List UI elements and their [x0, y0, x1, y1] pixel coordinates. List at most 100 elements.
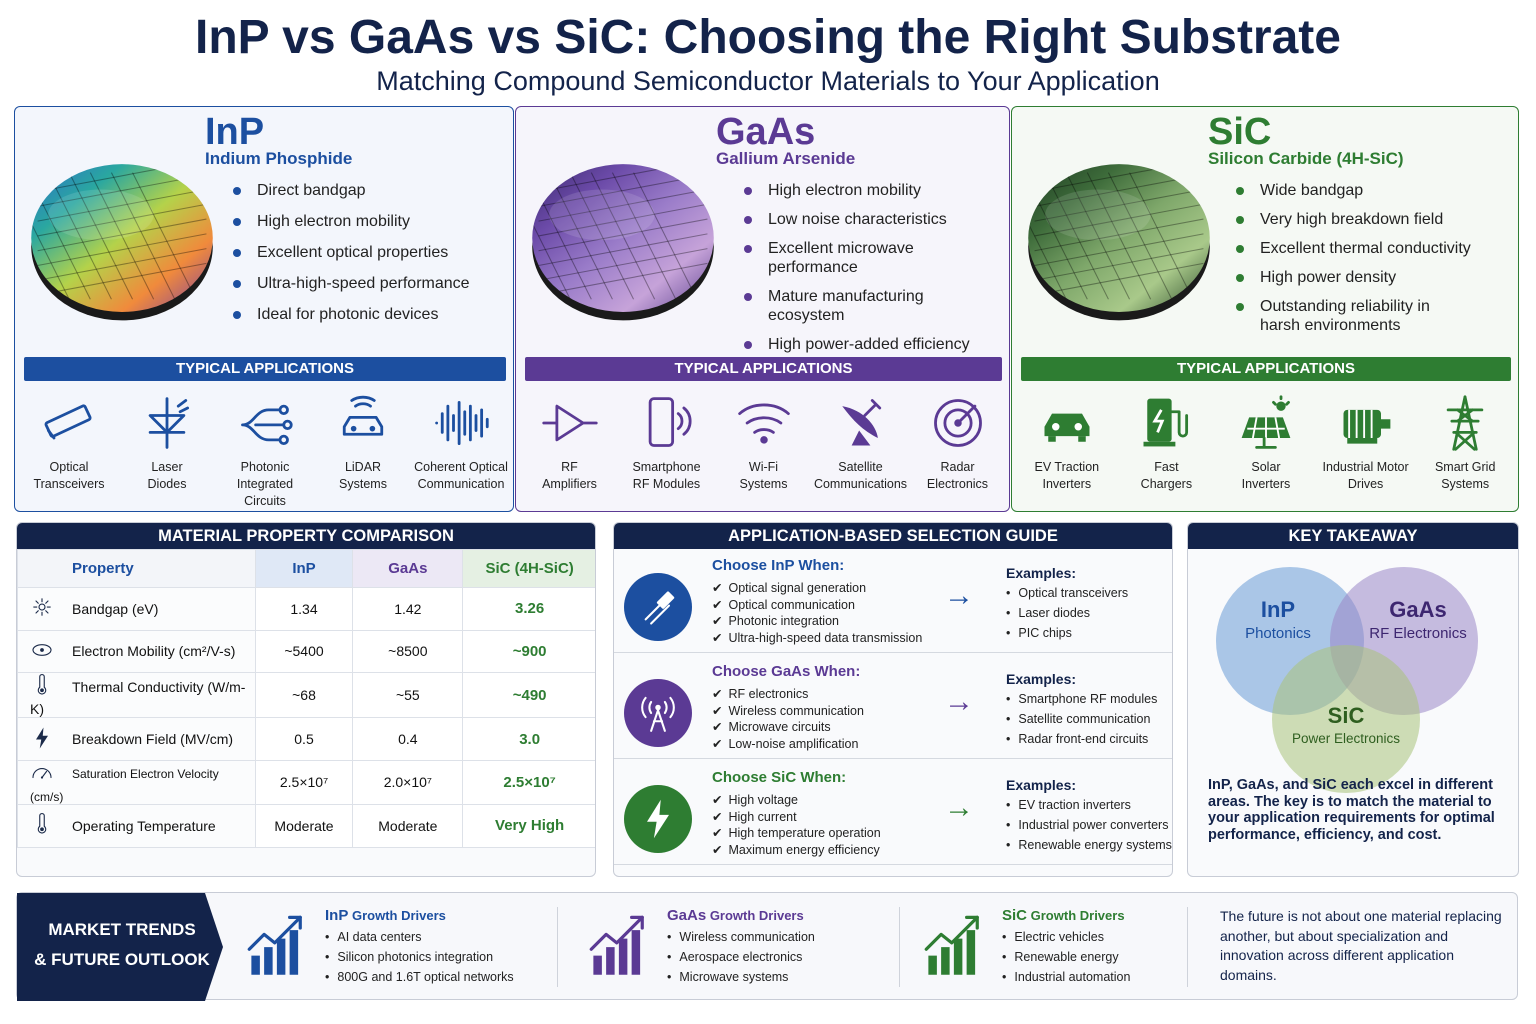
table-row: Breakdown Field (MV/cm) 0.5 0.4 3.0 [17, 717, 595, 761]
examples-label: Examples: [1006, 565, 1077, 581]
application-item: Optical Transceivers [20, 393, 118, 493]
material-name: Gallium Arsenide [716, 149, 856, 168]
inp-value: Moderate [254, 804, 354, 848]
feature-item: Ideal for photonic devices [231, 305, 470, 324]
amplifier-icon [541, 404, 598, 442]
feature-item: High power-added efficiency [742, 335, 970, 354]
panel-gaas: GaAs Gallium Arsenide High electron mobili… [515, 106, 1010, 512]
wafer-image [1028, 164, 1210, 321]
feature-item: Direct bandgap [231, 181, 470, 200]
example-item: Radar front-end circuits [1006, 729, 1157, 749]
pic-icon [241, 404, 293, 446]
sic-value: 3.0 [462, 717, 595, 761]
guide-icon-badge [624, 573, 692, 641]
divider [1187, 907, 1188, 987]
property-name: Thermal Conductivity (W/m-K) [30, 678, 246, 718]
application-item: LiDAR Systems [314, 393, 412, 493]
sic-value: 3.26 [462, 587, 595, 631]
growth-chart-icon [589, 915, 644, 975]
application-item: Smartphone RF Modules [618, 393, 715, 493]
panel-sic: SiC Silicon Carbide (4H-SiC) Wide bandgap V… [1011, 106, 1519, 512]
sic-value: 2.5×10⁷ [462, 759, 595, 806]
guide-checklist: High voltageHigh currentHigh temperature… [712, 792, 881, 859]
antenna-icon [641, 696, 675, 732]
lightning-icon [647, 799, 669, 839]
fiber-icon [644, 591, 675, 625]
property-name: Bandgap (eV) [72, 600, 159, 617]
grid-tower-icon [1446, 395, 1484, 451]
divider [557, 907, 558, 987]
feature-item: Outstanding reliability in harsh environ… [1234, 297, 1471, 335]
application-item: EV Traction Inverters [1017, 393, 1117, 493]
gaas-value: 0.4 [352, 717, 464, 761]
application-label: Laser Diodes [147, 460, 187, 491]
gaas-value: ~55 [352, 671, 464, 719]
material-symbol: InP [205, 111, 265, 153]
charger-icon [1143, 398, 1189, 447]
table-row: Saturation Electron Velocity (cm/s) 2.5×1… [17, 759, 595, 806]
guide-icon-badge [624, 785, 692, 853]
arrow-right-icon: → [944, 579, 974, 612]
arrow-right-icon: → [944, 791, 974, 824]
table-header: GaAs [352, 549, 464, 588]
growth-drivers: SiC Growth Drivers Electric vehiclesRenew… [1002, 907, 1242, 987]
waveform-icon [435, 400, 489, 446]
property-table: Property InP GaAs SiC (4H-SiC) Bandgap (eV) 1… [17, 549, 595, 848]
feature-item: High electron mobility [742, 181, 970, 200]
material-name: Indium Phosphide [205, 149, 353, 168]
driver-material: SiC [1002, 907, 1028, 924]
gaas-value: Moderate [352, 804, 464, 848]
property-name: Breakdown Field (MV/cm) [72, 731, 234, 748]
arrow-right-icon: → [944, 685, 974, 718]
application-label: Radar Electronics [926, 460, 989, 491]
example-item: Optical transceivers [1006, 583, 1128, 603]
example-item: Laser diodes [1006, 603, 1128, 623]
feature-item: Wide bandgap [1234, 181, 1471, 200]
sic-value: ~900 [462, 629, 595, 673]
growth-chart-icon-wrap [922, 911, 990, 984]
feature-item: Excellent microwave performance [742, 239, 970, 277]
guide-check-item: High temperature operation [712, 825, 880, 842]
lightning-icon [36, 727, 48, 749]
application-label: Photonic Integrated Circuits [236, 460, 294, 508]
growth-drivers: InP Growth Drivers AI data centersSilicon… [325, 907, 565, 987]
property-name: Electron Mobility (cm²/V-s) [72, 643, 236, 660]
smartphone-icon [648, 397, 691, 447]
application-item: Photonic Integrated Circuits [216, 393, 314, 510]
typical-applications-bar: TYPICAL APPLICATIONS [1021, 357, 1511, 381]
guide-title: APPLICATION-BASED SELECTION GUIDE [614, 523, 1172, 549]
feature-list: Direct bandgap High electron mobility Exce… [231, 181, 470, 336]
application-label: Optical Transceivers [33, 460, 105, 491]
guide-item: Choose InP When: Optical signal generatio… [614, 549, 1172, 653]
market-title-banner [17, 893, 223, 1001]
sic-value: ~490 [462, 671, 595, 719]
inp-value: 2.5×10⁷ [254, 759, 354, 806]
example-item: Industrial power converters [1006, 815, 1172, 835]
venn-sub-sic: Power Electronics [1291, 731, 1401, 746]
application-item: RF Amplifiers [521, 393, 618, 493]
examples-label: Examples: [1006, 671, 1077, 687]
venn-circle-sic [1272, 645, 1420, 793]
driver-suffix: Growth Drivers [709, 908, 804, 923]
application-item: Laser Diodes [118, 393, 216, 493]
driver-item: Microwave systems [667, 967, 907, 987]
application-item: Coherent Optical Communication [412, 393, 510, 493]
guide-check-item: Maximum energy efficiency [712, 842, 881, 859]
guide-check-item: High voltage [712, 792, 881, 809]
material-name: Silicon Carbide (4H-SiC) [1208, 149, 1404, 168]
inp-value: ~68 [254, 671, 354, 719]
venn-label-sic: SiC [1327, 703, 1365, 728]
guide-check-item: Wireless communication [712, 703, 863, 720]
driver-item: Electric vehicles [1002, 927, 1242, 947]
venn-label-gaas: GaAs [1389, 597, 1447, 622]
application-label: Wi-Fi Systems [739, 460, 788, 491]
examples-list: Examples: Smartphone RF modulesSatellite … [1006, 669, 1157, 749]
inp-value: 0.5 [254, 717, 354, 761]
table-row: Bandgap (eV) 1.34 1.42 3.26 [17, 587, 595, 631]
gaas-value: ~8500 [352, 629, 464, 673]
market-title: MARKET TRENDS & FUTURE OUTLOOK [34, 920, 210, 969]
solar-icon [1241, 395, 1291, 449]
gauge-icon [32, 767, 52, 779]
guide-checklist: Optical signal generationOptical communi… [712, 580, 922, 646]
satellite-icon [841, 399, 881, 446]
